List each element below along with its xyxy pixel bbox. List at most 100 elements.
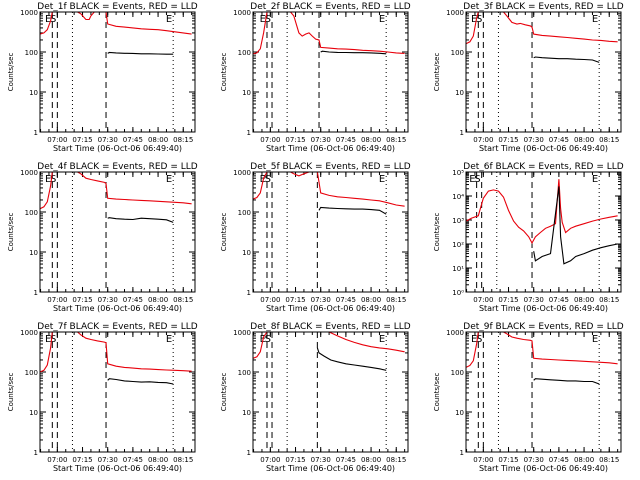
y-axis-label: Counts/sec — [7, 373, 15, 412]
time-marker-label: E — [166, 14, 172, 25]
y-tick-label: 100 — [238, 369, 251, 377]
time-marker-label: E — [592, 14, 598, 25]
x-axis-label: Start Time (06-Oct-06 06:49:40) — [266, 304, 395, 313]
time-marker-label: E — [592, 334, 598, 345]
x-tick-label: 07:00 — [47, 456, 67, 464]
y-tick-label: 1000 — [233, 9, 251, 17]
time-marker-label: E — [592, 174, 598, 185]
time-marker-label: E — [260, 14, 266, 25]
time-marker-label: E — [45, 14, 51, 25]
y-tick-label: 1 — [34, 449, 38, 457]
time-marker-label: S — [265, 14, 271, 25]
x-tick-label: 07:30 — [524, 456, 544, 464]
chart-title: Det_7f BLACK = Events, RED = LLD — [37, 322, 197, 332]
x-tick-label: 07:45 — [123, 456, 143, 464]
time-marker-label: E — [379, 14, 385, 25]
y-tick-label: 1 — [247, 449, 251, 457]
time-marker-label: E — [45, 334, 51, 345]
y-tick-label: 100 — [238, 209, 251, 217]
x-tick-label: 07:30 — [98, 296, 118, 304]
x-tick-label: 07:15 — [498, 136, 518, 144]
series-line-lld — [466, 12, 618, 45]
y-axis-label: Counts/sec — [220, 213, 228, 252]
x-tick-label: 07:45 — [123, 136, 143, 144]
x-tick-label: 07:30 — [98, 136, 118, 144]
plot-frame — [39, 171, 196, 293]
y-axis-label: Counts/sec — [433, 373, 441, 412]
time-marker-label: S — [50, 14, 56, 25]
x-tick-label: 07:00 — [47, 136, 67, 144]
time-marker-label: E — [166, 334, 172, 345]
time-marker-label: S — [476, 14, 482, 25]
x-tick-label: 07:30 — [311, 136, 331, 144]
chart-panel-5: Det_5f BLACK = Events, RED = LLD Counts/s… — [220, 162, 411, 313]
y-tick-label: 10² — [452, 241, 464, 249]
y-tick-label: 1 — [460, 129, 464, 137]
series-line-lld — [253, 12, 405, 55]
x-tick-label: 07:45 — [336, 456, 356, 464]
y-tick-label: 10¹ — [452, 265, 464, 273]
x-tick-label: 07:15 — [285, 456, 305, 464]
time-marker-label: S — [476, 334, 482, 345]
y-tick-label: 10 — [455, 409, 464, 417]
x-tick-label: 07:00 — [473, 296, 493, 304]
y-tick-label: 100 — [451, 369, 464, 377]
x-tick-label: 07:15 — [72, 136, 92, 144]
x-axis-label: Start Time (06-Oct-06 06:49:40) — [266, 464, 395, 473]
series-line-lld — [466, 179, 618, 245]
plot-frame — [252, 11, 409, 133]
x-tick-label: 07:30 — [311, 456, 331, 464]
x-tick-label: 08:00 — [361, 136, 381, 144]
time-marker-label: S — [265, 174, 271, 185]
time-marker-label: E — [471, 14, 477, 25]
y-axis-label: Counts/sec — [220, 373, 228, 412]
x-tick-label: 07:15 — [72, 296, 92, 304]
chart-panel-9: Det_9f BLACK = Events, RED = LLD Counts/s… — [433, 322, 624, 473]
y-tick-label: 1 — [34, 289, 38, 297]
series-line-events — [533, 186, 618, 265]
chart-title: Det_5f BLACK = Events, RED = LLD — [250, 162, 410, 172]
chart-title: Det_4f BLACK = Events, RED = LLD — [37, 162, 197, 172]
time-marker-label: S — [265, 334, 271, 345]
y-tick-label: 100 — [25, 369, 38, 377]
y-tick-label: 10 — [242, 89, 251, 97]
x-tick-label: 07:30 — [98, 456, 118, 464]
x-tick-label: 07:45 — [336, 136, 356, 144]
x-tick-label: 08:00 — [361, 296, 381, 304]
chart-title: Det_1f BLACK = Events, RED = LLD — [37, 2, 197, 12]
y-tick-label: 1 — [247, 289, 251, 297]
x-tick-label: 07:00 — [260, 456, 280, 464]
y-tick-label: 1 — [247, 129, 251, 137]
y-axis-label: Counts/sec — [7, 53, 15, 92]
y-tick-label: 10 — [29, 249, 38, 257]
chart-title: Det_3f BLACK = Events, RED = LLD — [463, 2, 623, 12]
y-tick-label: 10³ — [452, 217, 464, 225]
x-tick-label: 07:30 — [524, 136, 544, 144]
chart-title: Det_2f BLACK = Events, RED = LLD — [250, 2, 410, 12]
x-tick-label: 08:15 — [386, 136, 406, 144]
series-line-events — [107, 217, 174, 223]
plot-frame — [465, 11, 622, 133]
x-axis-label: Start Time (06-Oct-06 06:49:40) — [479, 144, 608, 153]
x-tick-label: 08:15 — [599, 136, 619, 144]
y-tick-label: 100 — [238, 49, 251, 57]
series-line-events — [318, 206, 387, 215]
series-line-events — [107, 378, 174, 385]
y-tick-label: 1000 — [446, 329, 464, 337]
time-marker-label: E — [166, 174, 172, 185]
chart-title: Det_8f BLACK = Events, RED = LLD — [250, 322, 410, 332]
y-tick-label: 1000 — [233, 329, 251, 337]
x-tick-label: 08:15 — [173, 296, 193, 304]
y-tick-label: 1 — [34, 129, 38, 137]
y-axis-label: Counts/sec — [433, 213, 441, 252]
y-tick-label: 10⁰ — [452, 289, 464, 297]
y-axis-label: Counts/sec — [433, 53, 441, 92]
x-tick-label: 07:45 — [549, 296, 569, 304]
x-tick-label: 08:00 — [361, 456, 381, 464]
series-line-lld — [253, 172, 405, 207]
x-tick-label: 08:15 — [386, 456, 406, 464]
x-tick-label: 08:00 — [148, 456, 168, 464]
chart-panel-6: Det_6f BLACK = Events, RED = LLD Counts/s… — [433, 162, 624, 313]
x-tick-label: 07:45 — [549, 456, 569, 464]
x-tick-label: 07:45 — [549, 136, 569, 144]
